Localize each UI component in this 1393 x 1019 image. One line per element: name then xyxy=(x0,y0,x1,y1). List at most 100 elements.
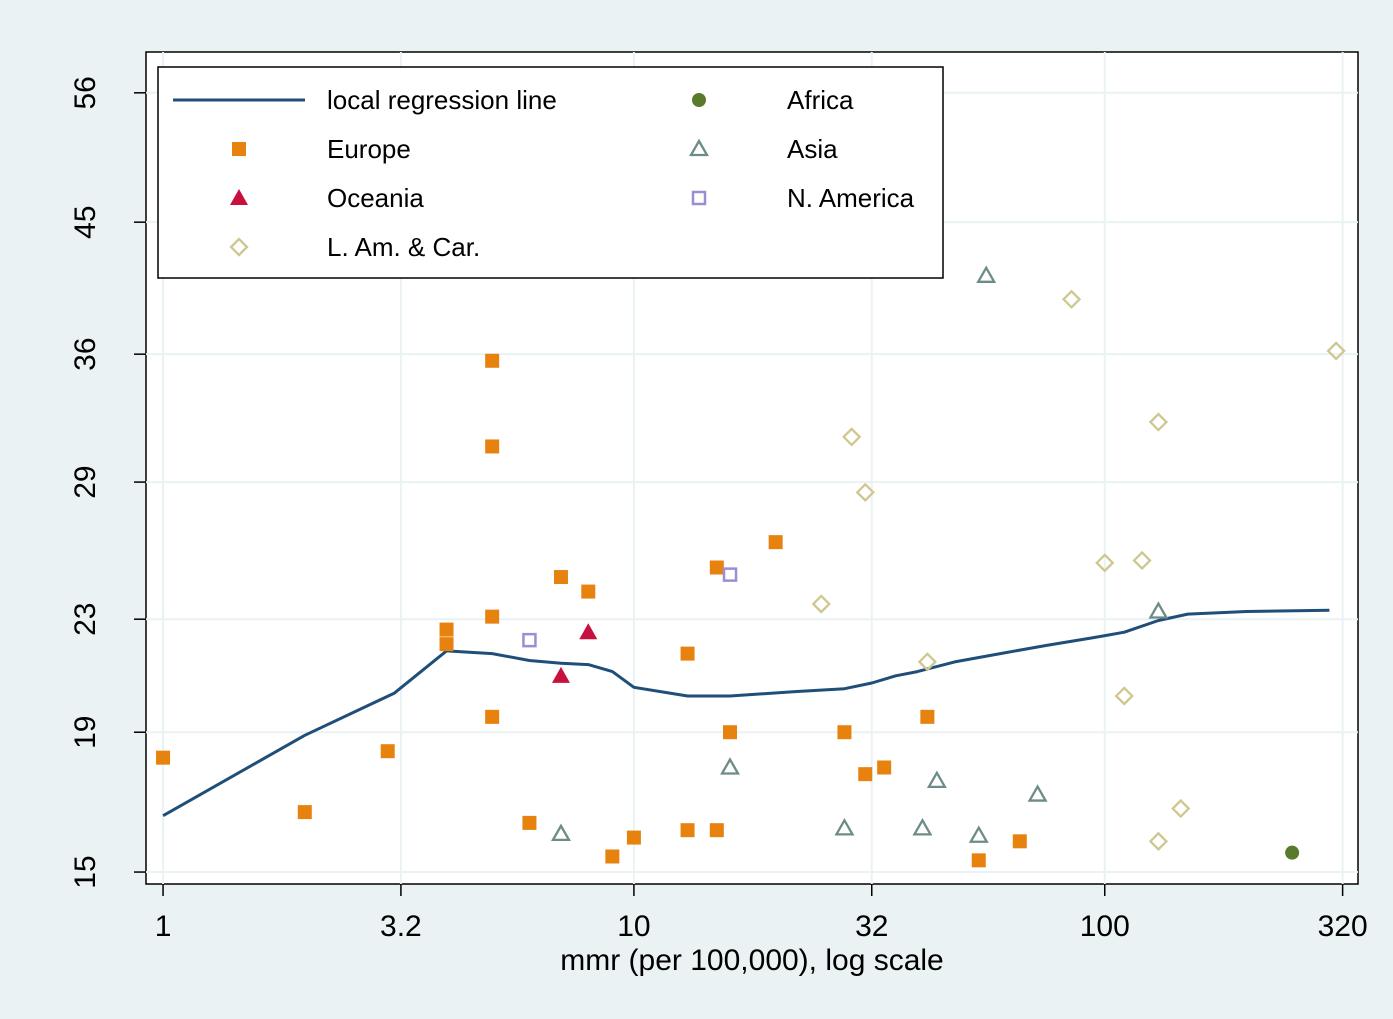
legend-key-europe xyxy=(232,142,246,156)
data-point-l-am-car xyxy=(1132,550,1152,571)
legend-key-africa xyxy=(692,93,706,107)
local-regression-line xyxy=(162,608,1330,818)
data-point-l-am-car xyxy=(1326,341,1346,361)
y-tick-label: 23 xyxy=(69,603,102,636)
y-tick-label: 29 xyxy=(69,465,102,498)
data-point-europe xyxy=(768,535,783,550)
data-point-europe xyxy=(156,750,171,765)
legend: local regression line Africa Europe Asia Oce… xyxy=(157,66,944,279)
y-tick-label: 19 xyxy=(69,716,102,749)
data-point-asia xyxy=(1027,784,1048,802)
y-tick-label: 36 xyxy=(69,337,102,370)
data-point-europe xyxy=(1012,834,1027,849)
legend-key-n-america xyxy=(691,190,707,206)
data-point-europe xyxy=(485,439,500,454)
data-point-l-am-car xyxy=(1114,686,1134,706)
legend-item-oceania: Oceania xyxy=(230,183,424,213)
data-point-oceania xyxy=(551,666,570,683)
x-tick-label: 3.2 xyxy=(380,910,422,943)
y-tick-label: 15 xyxy=(69,855,102,888)
data-markers xyxy=(156,265,1346,868)
data-point-europe xyxy=(877,760,892,775)
data-point-asia xyxy=(720,757,741,775)
legend-item-local-regression-line: local regression line xyxy=(173,85,557,115)
data-point-asia xyxy=(976,265,997,283)
data-point-l-am-car xyxy=(855,482,875,502)
legend-label: Oceania xyxy=(327,183,424,213)
data-point-europe xyxy=(605,849,620,864)
series-asia xyxy=(550,265,1169,843)
data-point-europe xyxy=(522,815,537,830)
legend-item-europe: Europe xyxy=(232,134,411,164)
data-point-asia xyxy=(1148,601,1169,619)
x-tick-label: 100 xyxy=(1080,910,1130,943)
data-point-europe xyxy=(920,709,935,724)
data-point-l-am-car xyxy=(1171,798,1191,819)
data-point-africa xyxy=(1285,845,1300,860)
data-point-europe xyxy=(723,725,738,740)
data-point-oceania xyxy=(579,623,598,640)
data-point-asia xyxy=(926,770,947,789)
legend-item-n-america: N. America xyxy=(691,183,915,213)
data-point-l-am-car xyxy=(811,594,831,614)
series-l-am-car xyxy=(811,289,1346,851)
data-point-europe xyxy=(626,830,641,845)
regression-line-layer xyxy=(162,608,1330,818)
data-point-l-am-car xyxy=(1095,553,1115,573)
data-point-asia xyxy=(912,818,933,836)
data-point-europe xyxy=(553,570,568,585)
legend-key-asia xyxy=(689,138,709,157)
data-point-europe xyxy=(581,584,596,599)
data-point-europe xyxy=(680,823,695,838)
series-africa xyxy=(1285,845,1300,860)
legend-key-oceania xyxy=(230,189,248,205)
data-point-europe xyxy=(439,622,454,637)
series-europe xyxy=(156,353,1027,868)
data-point-europe xyxy=(439,637,454,652)
y-tick-label: 45 xyxy=(69,205,102,238)
x-tick-label: 1 xyxy=(155,910,172,943)
data-point-europe xyxy=(485,609,500,624)
data-point-europe xyxy=(485,709,500,724)
axes: 1 3.2 10 32 100 320 15 19 23 29 36 45 56 xyxy=(69,76,1368,943)
data-point-europe xyxy=(971,853,986,868)
data-point-europe xyxy=(709,560,724,575)
data-point-l-am-car xyxy=(1061,289,1082,309)
data-point-n-america xyxy=(522,632,537,648)
data-point-europe xyxy=(297,805,312,820)
data-point-europe xyxy=(858,767,873,782)
data-point-n-america xyxy=(722,567,738,582)
data-point-l-am-car xyxy=(1148,831,1169,851)
series-n-america xyxy=(522,567,738,648)
data-point-asia xyxy=(968,825,989,843)
data-point-europe xyxy=(837,725,852,740)
legend-box xyxy=(157,66,944,279)
data-point-l-am-car xyxy=(842,427,862,447)
legend-label: Europe xyxy=(327,134,411,164)
legend-item-africa: Africa xyxy=(692,85,854,115)
legend-label: N. America xyxy=(787,183,915,213)
data-point-europe xyxy=(485,353,500,368)
legend-label: L. Am. & Car. xyxy=(327,232,480,262)
legend-label: local regression line xyxy=(327,85,557,115)
legend-label: Africa xyxy=(787,85,854,115)
data-point-europe xyxy=(380,744,395,759)
data-point-l-am-car xyxy=(917,652,937,672)
legend-key-l-am-car xyxy=(229,237,249,257)
legend-item-l-am-car: L. Am. & Car. xyxy=(229,232,480,262)
x-tick-label: 320 xyxy=(1318,910,1368,943)
y-tick-label: 56 xyxy=(69,76,102,109)
legend-item-asia: Asia xyxy=(689,134,838,164)
x-tick-label: 10 xyxy=(617,910,650,943)
data-point-europe xyxy=(680,646,695,661)
series-oceania xyxy=(551,623,598,683)
x-axis-title: mmr (per 100,000), log scale xyxy=(560,944,944,977)
data-point-europe xyxy=(709,823,724,838)
data-point-asia xyxy=(834,818,855,836)
legend-label: Asia xyxy=(787,134,838,164)
data-point-l-am-car xyxy=(1148,412,1169,432)
data-point-asia xyxy=(550,823,571,842)
x-tick-label: 32 xyxy=(855,910,888,943)
